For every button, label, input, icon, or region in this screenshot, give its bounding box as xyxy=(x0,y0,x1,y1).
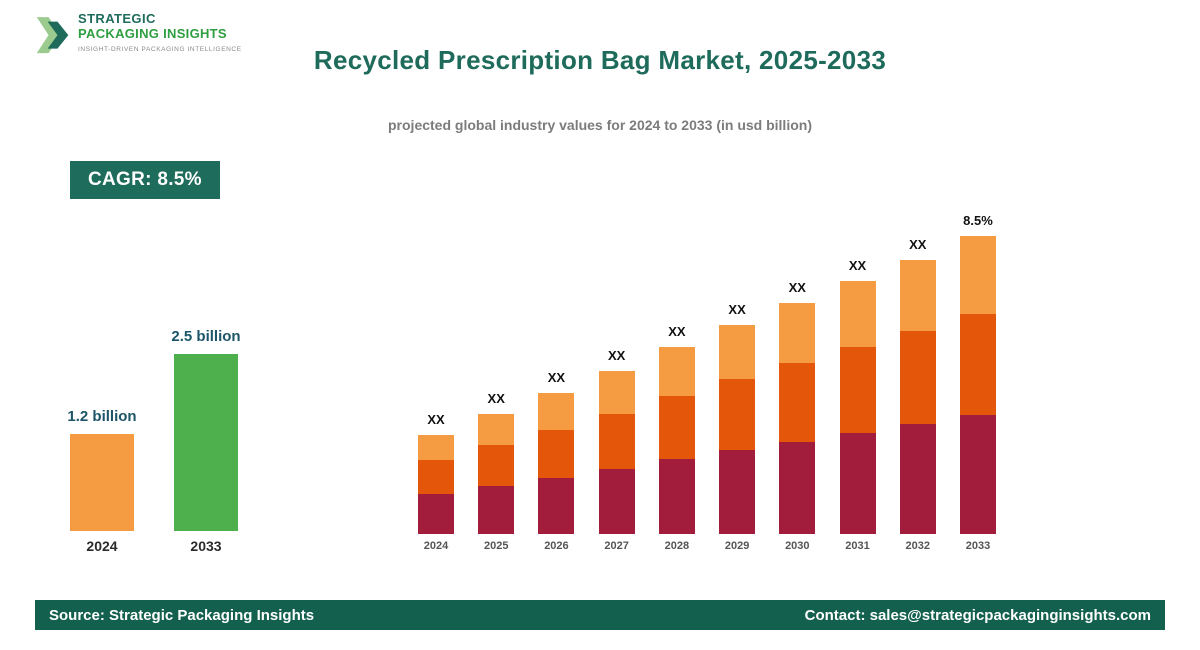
comparison-bar xyxy=(70,434,134,531)
bar-value-label: 8.5% xyxy=(963,213,993,228)
logo-tagline: INSIGHT-DRIVEN PACKAGING INTELLIGENCE xyxy=(78,45,242,53)
bar-stack xyxy=(538,393,575,534)
bar-segment-bottom xyxy=(899,424,936,534)
forecast-bar-column: XX 2024 xyxy=(418,196,454,554)
year-label: 2030 xyxy=(785,540,810,552)
comparison-bar xyxy=(174,354,238,531)
bar-segment-bottom xyxy=(839,433,876,534)
year-label: 2025 xyxy=(483,540,509,552)
bar-segment-bottom xyxy=(478,486,515,534)
bar-segment-middle xyxy=(959,314,996,415)
bar-value-label: XX xyxy=(487,391,505,406)
bar-segment-top xyxy=(959,236,996,314)
bar-segment-middle xyxy=(598,414,635,469)
bar-segment-middle xyxy=(418,460,454,494)
bar-stack xyxy=(478,414,515,534)
comparison-chart: 1.2 billion 2024 2.5 billion 2033 xyxy=(67,306,241,554)
bar-segment-top xyxy=(598,371,635,414)
forecast-bar-column: XX 2029 xyxy=(719,196,756,554)
comparison-bar-column: 2.5 billion 2033 xyxy=(171,306,241,554)
page-subtitle: projected global industry values for 202… xyxy=(388,117,812,133)
bar-value-label: XX xyxy=(728,302,746,317)
bar-segment-middle xyxy=(899,331,936,424)
bar-stack xyxy=(779,303,816,534)
contact-text: Contact: sales@strategicpackaginginsight… xyxy=(804,606,1151,624)
forecast-bar-column: XX 2025 xyxy=(478,196,515,554)
bar-value-label: XX xyxy=(788,280,806,295)
bar-stack xyxy=(899,260,936,534)
bar-value-label: XX xyxy=(607,348,626,363)
footer-bar: Source: Strategic Packaging Insights Con… xyxy=(35,600,1165,630)
year-label: 2033 xyxy=(965,540,991,552)
forecast-bar-column: XX 2026 xyxy=(538,196,575,554)
bar-stack xyxy=(598,371,635,534)
stacked-bar-chart: XX 2024 XX 2025 XX 2026 XX 2027 XX 2028 XX 2029 XX 20… xyxy=(418,196,996,554)
bar-segment-bottom xyxy=(538,478,575,534)
page-title: Recycled Prescription Bag Market, 2025-2… xyxy=(313,45,887,75)
chevron-logo-icon xyxy=(36,17,69,54)
bar-stack xyxy=(719,325,756,534)
year-label: 2027 xyxy=(604,540,629,552)
bar-segment-bottom xyxy=(779,442,816,534)
year-label: 2032 xyxy=(905,540,930,552)
bar-segment-bottom xyxy=(418,494,454,534)
comparison-bar-column: 1.2 billion 2024 xyxy=(67,306,137,554)
bar-segment-middle xyxy=(719,379,756,450)
source-text: Source: Strategic Packaging Insights xyxy=(49,606,315,624)
bar-value-label: XX xyxy=(427,412,445,427)
bar-segment-bottom xyxy=(959,415,996,534)
bar-value-label: XX xyxy=(909,237,927,252)
bar-value-label: XX xyxy=(848,258,867,273)
cagr-badge: CAGR: 8.5% xyxy=(70,161,220,199)
bar-stack xyxy=(839,281,876,534)
forecast-bar-column: XX 2032 xyxy=(899,196,936,554)
bar-segment-middle xyxy=(478,445,515,486)
bar-segment-top xyxy=(719,325,756,379)
year-label: 2024 xyxy=(423,540,449,552)
bar-segment-top xyxy=(478,414,515,445)
bar-value-label: 1.2 billion xyxy=(67,408,137,425)
bar-stack xyxy=(959,236,996,534)
bar-segment-bottom xyxy=(658,459,695,534)
bar-segment-middle xyxy=(779,363,816,442)
year-label: 2029 xyxy=(724,540,750,552)
forecast-bar-column: XX 2027 xyxy=(598,196,635,554)
year-label: 2031 xyxy=(845,540,870,552)
bar-segment-top xyxy=(839,281,876,347)
bar-stack xyxy=(658,347,695,534)
forecast-bar-column: XX 2031 xyxy=(839,196,876,554)
year-label: 2028 xyxy=(664,540,690,552)
forecast-bar-column: 8.5% 2033 xyxy=(959,196,996,554)
year-label: 2024 xyxy=(86,538,118,554)
year-label: 2033 xyxy=(190,538,222,554)
bar-segment-top xyxy=(538,393,575,430)
year-label: 2026 xyxy=(544,540,569,552)
company-logo: STRATEGIC PACKAGING INSIGHTS INSIGHT-DRI… xyxy=(35,11,242,60)
forecast-bar-column: XX 2028 xyxy=(658,196,695,554)
bar-segment-middle xyxy=(658,396,695,459)
bar-segment-bottom xyxy=(719,450,756,534)
logo-line1: STRATEGIC xyxy=(78,11,156,26)
bar-segment-top xyxy=(779,303,816,363)
bar-segment-bottom xyxy=(598,469,635,534)
forecast-bar-column: XX 2030 xyxy=(779,196,816,554)
bar-segment-top xyxy=(418,435,454,460)
logo-text: STRATEGIC PACKAGING INSIGHTS INSIGHT-DRI… xyxy=(78,11,242,53)
bar-segment-top xyxy=(899,260,936,331)
bar-value-label: XX xyxy=(668,324,686,339)
bar-value-label: XX xyxy=(547,370,566,385)
bar-stack xyxy=(418,435,454,534)
bar-segment-middle xyxy=(538,430,575,478)
bar-segment-middle xyxy=(839,347,876,433)
logo-line2: PACKAGING INSIGHTS xyxy=(78,25,227,41)
bar-value-label: 2.5 billion xyxy=(171,328,241,345)
bar-segment-top xyxy=(658,347,695,396)
